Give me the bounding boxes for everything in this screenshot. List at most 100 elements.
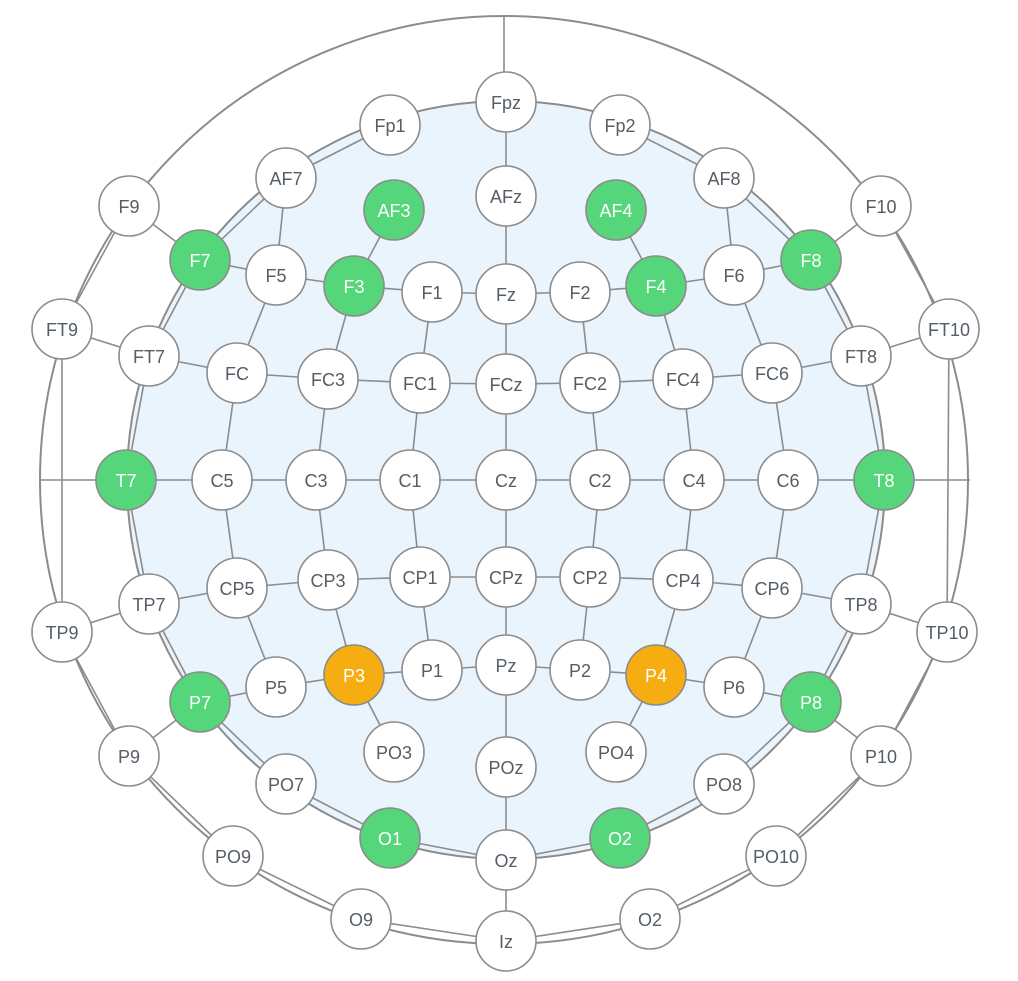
electrode-label: P6 <box>723 678 745 698</box>
electrode-label: CP1 <box>402 568 437 588</box>
electrode-fc4: FC4 <box>652 348 714 410</box>
electrode-label: CP2 <box>572 568 607 588</box>
electrode-fp1: Fp1 <box>359 94 421 156</box>
electrode-circle <box>741 342 803 404</box>
electrode-circle <box>475 634 537 696</box>
electrode-circle <box>285 449 347 511</box>
electrode-circle <box>118 325 180 387</box>
electrode-poz: POz <box>475 736 537 798</box>
electrode-circle <box>379 449 441 511</box>
electrode-circle <box>559 546 621 608</box>
electrode-label: F7 <box>189 251 210 271</box>
electrode-circle <box>389 352 451 414</box>
electrode-tp7: TP7 <box>118 573 180 635</box>
electrode-pz: Pz <box>475 634 537 696</box>
electrode-tp8: TP8 <box>830 573 892 635</box>
electrode-c2: C2 <box>569 449 631 511</box>
electrode-label: P10 <box>865 747 897 767</box>
electrode-p1: P1 <box>401 639 463 701</box>
electrode-label: CP4 <box>665 571 700 591</box>
electrode-circle <box>850 725 912 787</box>
electrode-circle <box>363 721 425 783</box>
electrode-circle <box>206 342 268 404</box>
electrode-ft7: FT7 <box>118 325 180 387</box>
electrode-label: CP5 <box>219 579 254 599</box>
electrode-ft9: FT9 <box>31 298 93 360</box>
electrode-circle <box>401 261 463 323</box>
electrode-label: FT7 <box>133 347 165 367</box>
electrode-circle <box>475 353 537 415</box>
electrode-circle <box>585 179 647 241</box>
electrode-c5: C5 <box>191 449 253 511</box>
electrode-label: FC1 <box>403 374 437 394</box>
electrode-circle <box>830 325 892 387</box>
electrode-circle <box>206 557 268 619</box>
electrode-label: FT8 <box>845 347 877 367</box>
electrode-p10: P10 <box>850 725 912 787</box>
electrode-label: F3 <box>343 277 364 297</box>
electrode-circle <box>475 449 537 511</box>
electrode-label: P7 <box>189 693 211 713</box>
electrode-label: Oz <box>494 851 517 871</box>
electrode-circle <box>475 736 537 798</box>
electrode-f6: F6 <box>703 244 765 306</box>
electrode-iz: Iz <box>475 910 537 972</box>
electrode-label: POz <box>488 758 523 778</box>
electrode-circle <box>703 656 765 718</box>
electrode-p9: P9 <box>98 725 160 787</box>
electrode-ft10: FT10 <box>918 298 980 360</box>
electrode-label: Fp1 <box>374 116 405 136</box>
electrode-label: PO3 <box>376 743 412 763</box>
electrode-circle <box>475 910 537 972</box>
electrode-f8: F8 <box>780 229 842 291</box>
electrode-fcz: FCz <box>475 353 537 415</box>
electrode-circle <box>741 557 803 619</box>
electrode-label: C3 <box>304 471 327 491</box>
electrode-circle <box>663 449 725 511</box>
electrode-f1: F1 <box>401 261 463 323</box>
electrode-circle <box>780 671 842 733</box>
electrode-circle <box>757 449 819 511</box>
electrode-cz: Cz <box>475 449 537 511</box>
electrode-label: F10 <box>865 197 896 217</box>
electrode-label: P5 <box>265 678 287 698</box>
electrode-circle <box>625 644 687 706</box>
electrode-circle <box>98 175 160 237</box>
electrode-f10: F10 <box>850 175 912 237</box>
electrode-circle <box>323 644 385 706</box>
electrode-fc3: FC3 <box>297 348 359 410</box>
electrode-fc: FC <box>206 342 268 404</box>
electrode-circle <box>95 449 157 511</box>
electrode-p6: P6 <box>703 656 765 718</box>
electrode-fc2: FC2 <box>559 352 621 414</box>
electrode-label: FC <box>225 364 249 384</box>
electrode-circle <box>830 573 892 635</box>
electrode-label: AFz <box>490 187 522 207</box>
electrode-circle <box>169 229 231 291</box>
electrode-circle <box>652 549 714 611</box>
electrode-circle <box>245 244 307 306</box>
electrode-label: P9 <box>118 747 140 767</box>
electrode-p4: P4 <box>625 644 687 706</box>
electrode-label: T8 <box>873 471 894 491</box>
electrode-circle <box>475 165 537 227</box>
electrode-label: TP10 <box>925 623 968 643</box>
electrode-circle <box>703 244 765 306</box>
electrode-circle <box>745 825 807 887</box>
electrode-label: TP8 <box>844 595 877 615</box>
electrode-label: TP9 <box>45 623 78 643</box>
electrode-circle <box>475 546 537 608</box>
electrode-label: P3 <box>343 666 365 686</box>
electrode-o9: O9 <box>330 888 392 950</box>
electrode-label: AF3 <box>377 201 410 221</box>
electrode-label: C6 <box>776 471 799 491</box>
electrode-circle <box>297 549 359 611</box>
electrode-fc1: FC1 <box>389 352 451 414</box>
electrode-label: C2 <box>588 471 611 491</box>
electrode-f3: F3 <box>323 255 385 317</box>
electrode-circle <box>363 179 425 241</box>
electrode-label: FT9 <box>46 320 78 340</box>
electrode-label: C4 <box>682 471 705 491</box>
electrode-circle <box>475 263 537 325</box>
